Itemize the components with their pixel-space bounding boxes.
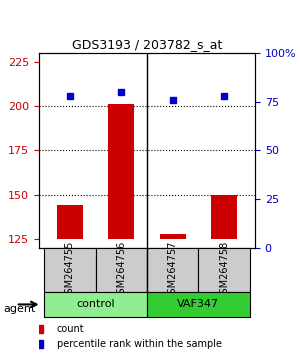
FancyBboxPatch shape	[147, 248, 198, 292]
FancyBboxPatch shape	[147, 292, 250, 317]
FancyBboxPatch shape	[44, 248, 96, 292]
Text: agent: agent	[3, 304, 35, 314]
FancyBboxPatch shape	[96, 248, 147, 292]
FancyBboxPatch shape	[198, 248, 250, 292]
Bar	[108, 104, 134, 239]
Text: percentile rank within the sample: percentile rank within the sample	[57, 339, 222, 349]
Bar	[160, 234, 186, 239]
Text: count: count	[57, 324, 85, 335]
Text: GSM264758: GSM264758	[219, 240, 229, 299]
Title: GDS3193 / 203782_s_at: GDS3193 / 203782_s_at	[72, 38, 222, 51]
Bar	[57, 205, 83, 239]
Text: GSM264756: GSM264756	[116, 240, 126, 299]
Text: VAF347: VAF347	[177, 299, 220, 309]
Bar	[211, 195, 237, 239]
FancyBboxPatch shape	[44, 292, 147, 317]
Text: GSM264757: GSM264757	[168, 240, 178, 299]
Text: GSM264755: GSM264755	[65, 240, 75, 299]
Text: control: control	[76, 299, 115, 309]
